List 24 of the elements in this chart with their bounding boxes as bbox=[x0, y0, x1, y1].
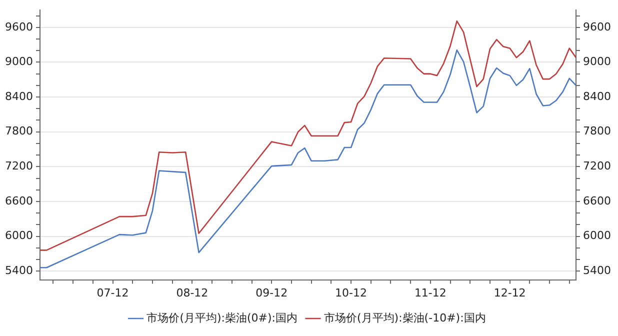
y2-tick-label: 8400 bbox=[583, 90, 612, 103]
y-tick-label: 7800 bbox=[4, 124, 33, 138]
y-tick-label: 7200 bbox=[4, 160, 33, 173]
y-tick-label: 9000 bbox=[4, 55, 33, 68]
y-tick-label: 5400 bbox=[4, 264, 33, 277]
y2-tick-label: 9000 bbox=[583, 55, 612, 68]
y2-tick-label: 7800 bbox=[583, 124, 612, 138]
x-tick-label: 10-12 bbox=[335, 286, 367, 300]
y2-tick-label: 5400 bbox=[583, 264, 612, 277]
x-tick-label: 11-12 bbox=[414, 286, 446, 300]
legend-label: 市场价(月平均):柴油(-10#):国内 bbox=[324, 311, 486, 324]
x-tick-label: 12-12 bbox=[494, 286, 526, 300]
y-tick-label: 9600 bbox=[4, 20, 33, 34]
y-tick-label: 6000 bbox=[4, 229, 33, 242]
y2-tick-label: 7200 bbox=[583, 160, 612, 173]
x-tick-label: 09-12 bbox=[256, 286, 288, 300]
y2-tick-label: 9600 bbox=[583, 20, 612, 34]
y-tick-label: 8400 bbox=[4, 90, 33, 103]
x-tick-label: 08-12 bbox=[176, 286, 208, 300]
y2-tick-label: 6000 bbox=[583, 229, 612, 242]
x-tick-label: 07-12 bbox=[96, 286, 129, 300]
legend-label: 市场价(月平均):柴油(0#):国内 bbox=[146, 311, 298, 324]
y-tick-label: 6600 bbox=[4, 194, 33, 208]
y2-tick-label: 6600 bbox=[583, 194, 612, 208]
